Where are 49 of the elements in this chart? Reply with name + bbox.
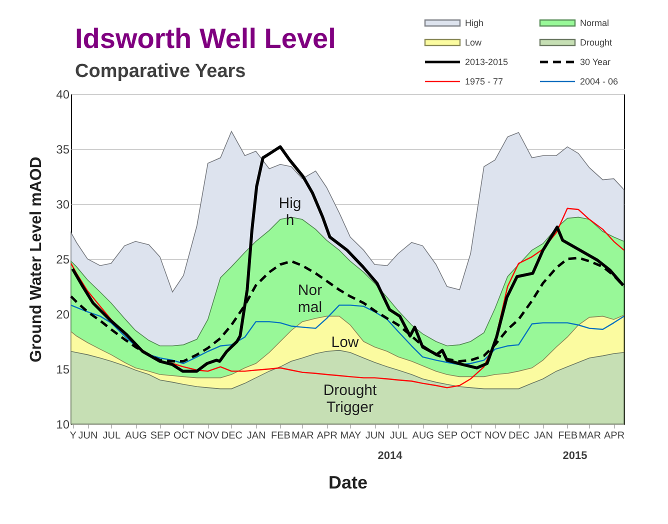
- annotation: Drought Trigger: [323, 382, 378, 416]
- x-tick-label: JUL: [390, 430, 408, 442]
- x-tick-label: NOV: [484, 430, 507, 442]
- x-tick-label: AUG: [125, 430, 148, 442]
- x-tick-label: DEC: [221, 430, 243, 442]
- x-tick-label: SEP: [438, 430, 458, 442]
- y-tick-label: 15: [56, 362, 70, 376]
- legend-label: 30 Year: [580, 57, 611, 67]
- x-tick-label: JUN: [365, 430, 385, 442]
- y-tick-label: 40: [56, 88, 70, 102]
- y-axis-title: Ground Water Level mAOD: [28, 156, 46, 362]
- x-tick-label: APR: [316, 430, 338, 442]
- legend-label: 1975 - 77: [465, 76, 504, 86]
- legend-label: 2004 - 06: [580, 76, 618, 86]
- x-tick-label: MAR: [578, 430, 602, 442]
- y-tick-label: 20: [56, 308, 70, 322]
- x-tick-label: OCT: [460, 430, 482, 442]
- x-tick-label: OCT: [173, 430, 195, 442]
- text: 2014: [378, 450, 404, 462]
- y-tick-label: 25: [56, 252, 70, 266]
- legend-label: Low: [465, 38, 482, 48]
- annotation: Nor mal: [298, 282, 322, 316]
- x-tick-label: JUN: [78, 430, 98, 442]
- chart-title: Idsworth Well Level: [75, 23, 336, 54]
- x-axis-title: Date: [328, 472, 368, 492]
- x-tick-label: JUL: [102, 430, 121, 442]
- text: 2015: [562, 450, 588, 462]
- legend-label: Normal: [580, 18, 610, 28]
- legend-label: 2013-2015: [465, 57, 508, 67]
- x-tick-label: JAN: [534, 430, 553, 442]
- chart-subtitle: Comparative Years: [75, 61, 246, 82]
- legend-label: High: [465, 18, 484, 28]
- x-tick-label: JAN: [246, 430, 266, 442]
- y-tick-label: 10: [56, 418, 70, 432]
- x-tick-label: DEC: [508, 430, 530, 442]
- annotation: Hig h: [278, 195, 302, 229]
- x-tick-label: NOV: [198, 430, 220, 442]
- x-tick-label: MAR: [292, 430, 314, 442]
- x-tick-label: APR: [604, 430, 625, 442]
- x-tick-label: FEB: [558, 430, 578, 442]
- x-tick-label: MAY: [340, 430, 362, 442]
- y-tick-label: 35: [56, 142, 70, 156]
- x-tick-label: SEP: [150, 430, 171, 442]
- x-tick-label: AUG: [412, 430, 434, 442]
- x-tick-label: FEB: [271, 430, 291, 442]
- annotation: Low: [331, 334, 359, 351]
- y-tick-label: 30: [56, 198, 70, 212]
- x-tick-label: Y: [70, 430, 77, 442]
- legend-label: Drought: [580, 38, 613, 48]
